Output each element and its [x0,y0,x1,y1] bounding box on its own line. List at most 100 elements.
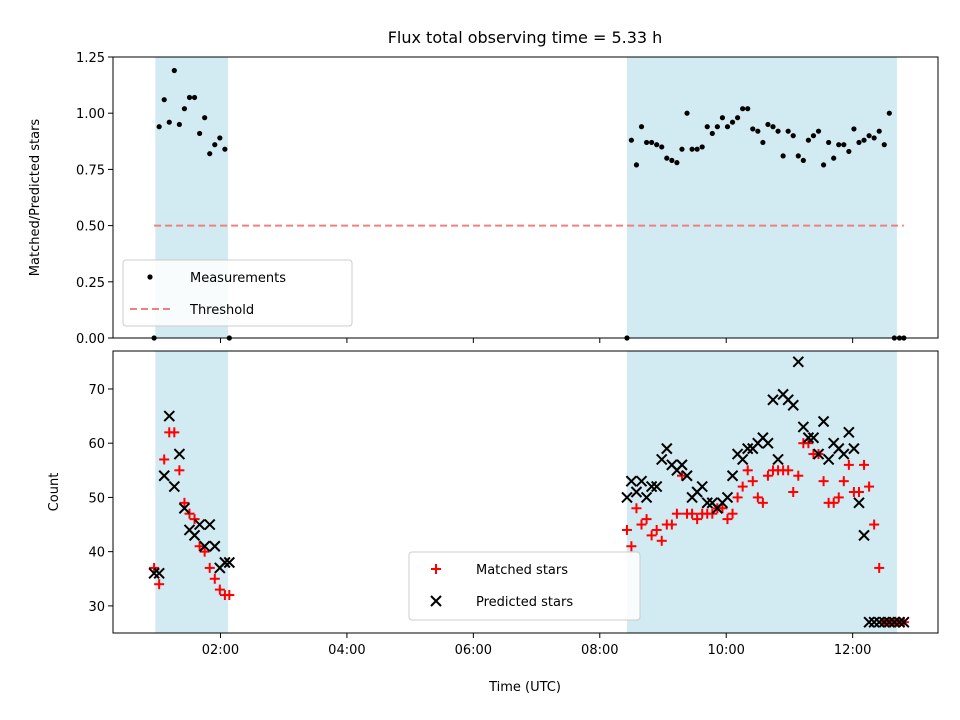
legend: Measurements Threshold [122,259,353,327]
data-point [219,556,231,569]
data-point [737,481,748,492]
data-point [694,146,700,152]
data-point [873,616,885,628]
data-point [788,487,799,497]
data-point [181,106,188,112]
data-point [721,491,734,504]
data-point [654,142,660,148]
data-point [692,514,703,525]
data-point [149,562,160,573]
data-point [874,562,885,573]
data-point [898,616,910,628]
data-point [838,476,849,487]
data-point [679,146,685,152]
chart-title: Flux total observing time = 5.33 h [388,28,663,47]
data-point [621,491,633,504]
data-point [676,470,687,481]
data-point [676,459,688,471]
legend-box [122,259,353,327]
x-tick-label: 12:00 [834,643,871,658]
data-point [843,459,854,470]
y-axis-label: Count [47,473,62,512]
data-point [212,142,218,148]
data-point [883,616,896,628]
data-point [635,475,648,487]
data-point [681,470,693,482]
legend: Matched stars Predicted stars [408,551,641,621]
data-point [684,110,690,116]
data-point [719,115,726,121]
x-tick-label: 04:00 [328,643,365,658]
data-point [783,465,794,476]
data-point [841,142,847,148]
data-point [747,476,758,487]
y-tick-label: 30 [88,600,105,615]
y-tick-label: 0.50 [76,220,105,235]
data-point [871,135,877,141]
data-point [704,124,710,130]
data-point [707,508,718,519]
data-point [822,453,835,466]
data-point [202,115,208,121]
data-point [222,146,228,152]
data-point [727,508,738,519]
data-point [209,573,220,584]
x-tick-label: 06:00 [455,643,492,658]
data-point [176,121,182,128]
data-point [178,502,191,514]
data-point [853,487,864,497]
data-point [696,480,708,493]
data-point [209,540,221,552]
data-point [767,394,779,406]
legend-label: Matched stars [476,563,568,578]
data-point [881,142,887,148]
data-point [851,126,857,132]
data-point [795,153,801,159]
legend-marker-plus [431,564,441,574]
data-point [734,115,741,121]
data-point [868,616,880,628]
data-point [780,153,786,159]
data-point [826,139,832,146]
ratio-panel: 0.00 0.25 0.50 0.75 1.00 1.25 Matched/Predicte… [28,51,939,347]
legend-marker-x [430,595,442,607]
data-point [148,567,160,580]
data-point [742,442,754,455]
data-point [666,519,677,530]
data-point [173,448,186,460]
data-point [701,497,713,509]
data-point [736,453,749,466]
data-point [156,124,162,130]
data-point [184,508,195,519]
data-point [765,121,771,128]
data-point [166,119,172,125]
data-point [755,128,761,134]
data-point [628,137,634,143]
data-point [217,135,223,141]
data-point [194,541,205,552]
data-point [732,492,743,503]
data-point [740,106,746,112]
data-point [168,480,181,493]
data-point [762,470,773,481]
data-point [664,155,670,161]
x-tick-label: 10:00 [707,643,744,658]
data-point [861,137,867,143]
data-point [810,133,817,139]
data-point [198,540,211,552]
data-point [224,590,235,601]
data-point [812,448,825,460]
data-point [785,128,791,134]
y-tick-label: 0.25 [76,276,105,291]
legend-label: Measurements [190,271,286,286]
data-point [817,415,830,428]
data-point [792,356,804,368]
y-axis-label: Matched/Predicted stars [28,119,43,277]
data-point [876,128,882,134]
data-point [726,470,739,482]
y-tick-label: 60 [88,437,105,452]
data-point [641,514,652,525]
data-point [636,519,647,530]
data-point [179,497,190,508]
